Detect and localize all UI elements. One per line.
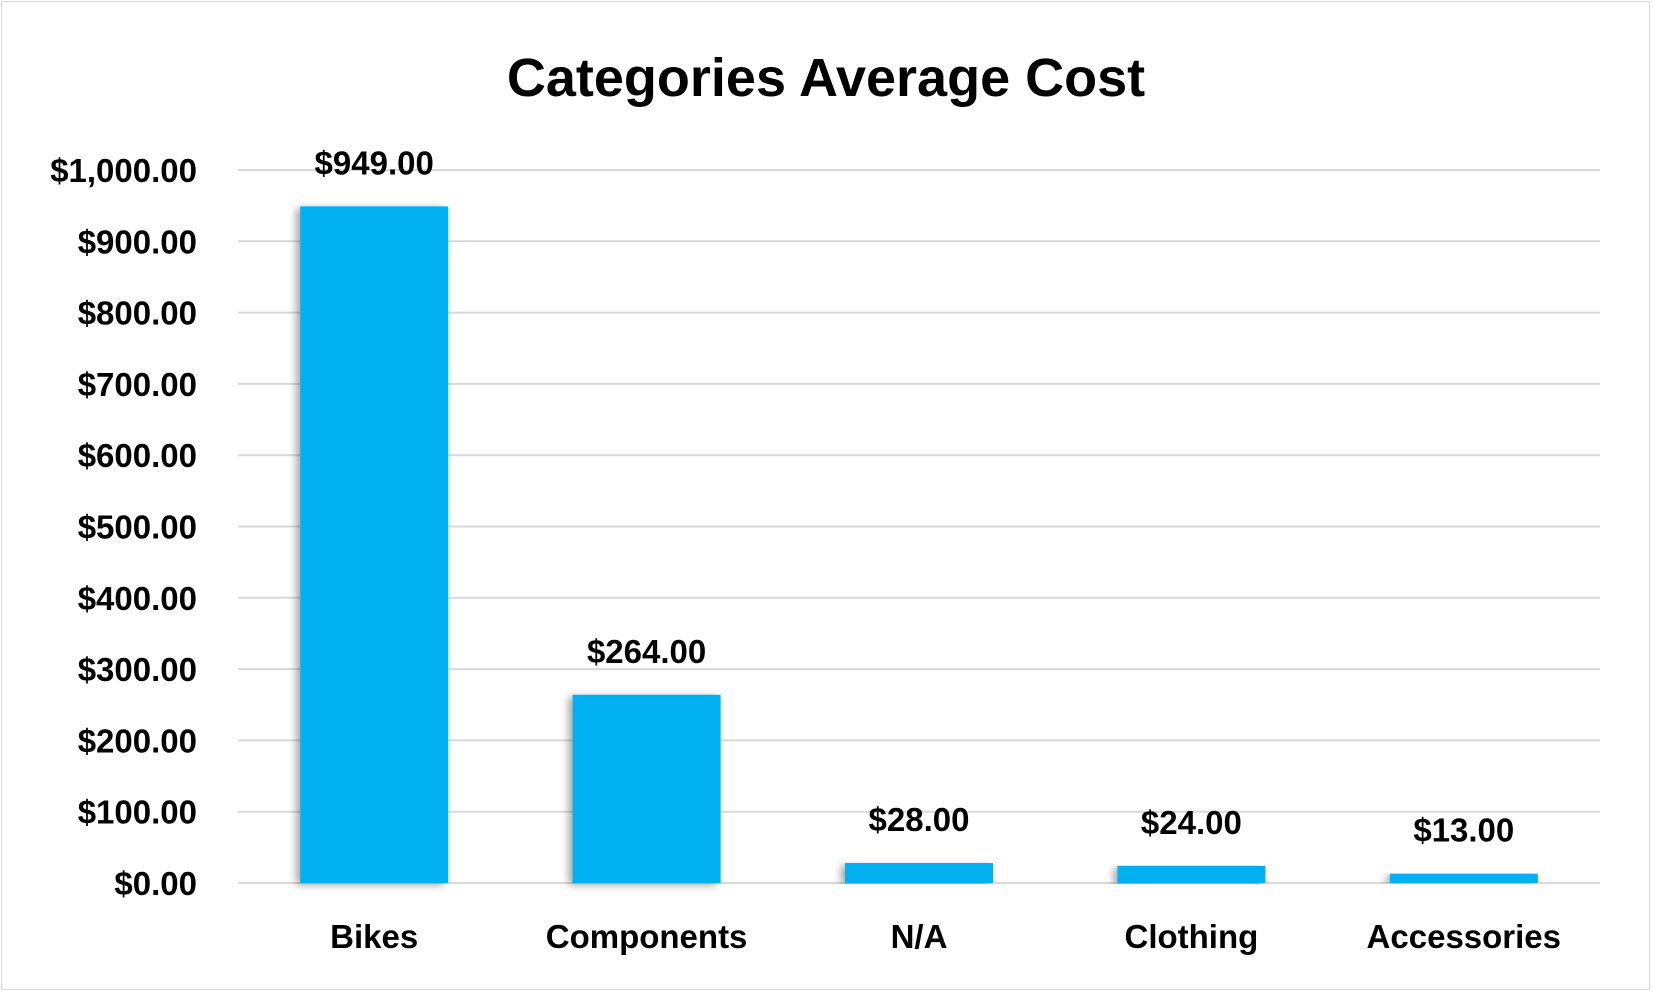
y-tick-label: $500.00 [78,509,197,546]
data-label: $264.00 [587,633,706,670]
bars [300,206,1538,883]
y-tick-label: $400.00 [78,580,197,617]
category-labels: Bikes Components N/A Clothing Accessories [330,918,1561,955]
y-axis-tick-labels: $0.00 $100.00 $200.00 $300.00 $400.00 $500.00… [50,152,197,902]
bar [845,863,993,883]
category-label: Components [546,918,748,955]
category-label: Clothing [1125,918,1259,955]
y-tick-label: $200.00 [78,722,197,759]
y-tick-label: $1,000.00 [50,152,197,189]
data-label: $28.00 [869,801,970,838]
category-label: Bikes [330,918,418,955]
bar [1389,873,1538,883]
y-tick-label: $700.00 [78,366,197,403]
y-tick-label: $800.00 [78,295,197,332]
category-label: Accessories [1367,918,1561,955]
gridlines [238,169,1600,884]
chart-title: Categories Average Cost [507,48,1145,108]
y-tick-label: $900.00 [78,223,197,260]
y-tick-label: $100.00 [78,794,197,831]
bar [572,694,721,883]
data-label: $24.00 [1141,804,1242,841]
bar [300,206,449,883]
y-tick-label: $300.00 [78,651,197,688]
data-label: $949.00 [315,144,434,181]
data-label: $13.00 [1413,812,1514,849]
category-label: N/A [891,918,948,955]
data-labels: $949.00 $264.00 $28.00 $24.00 $13.00 [315,144,1515,848]
y-tick-label: $600.00 [78,437,197,474]
bar [1117,865,1266,883]
y-tick-label: $0.00 [114,865,197,902]
